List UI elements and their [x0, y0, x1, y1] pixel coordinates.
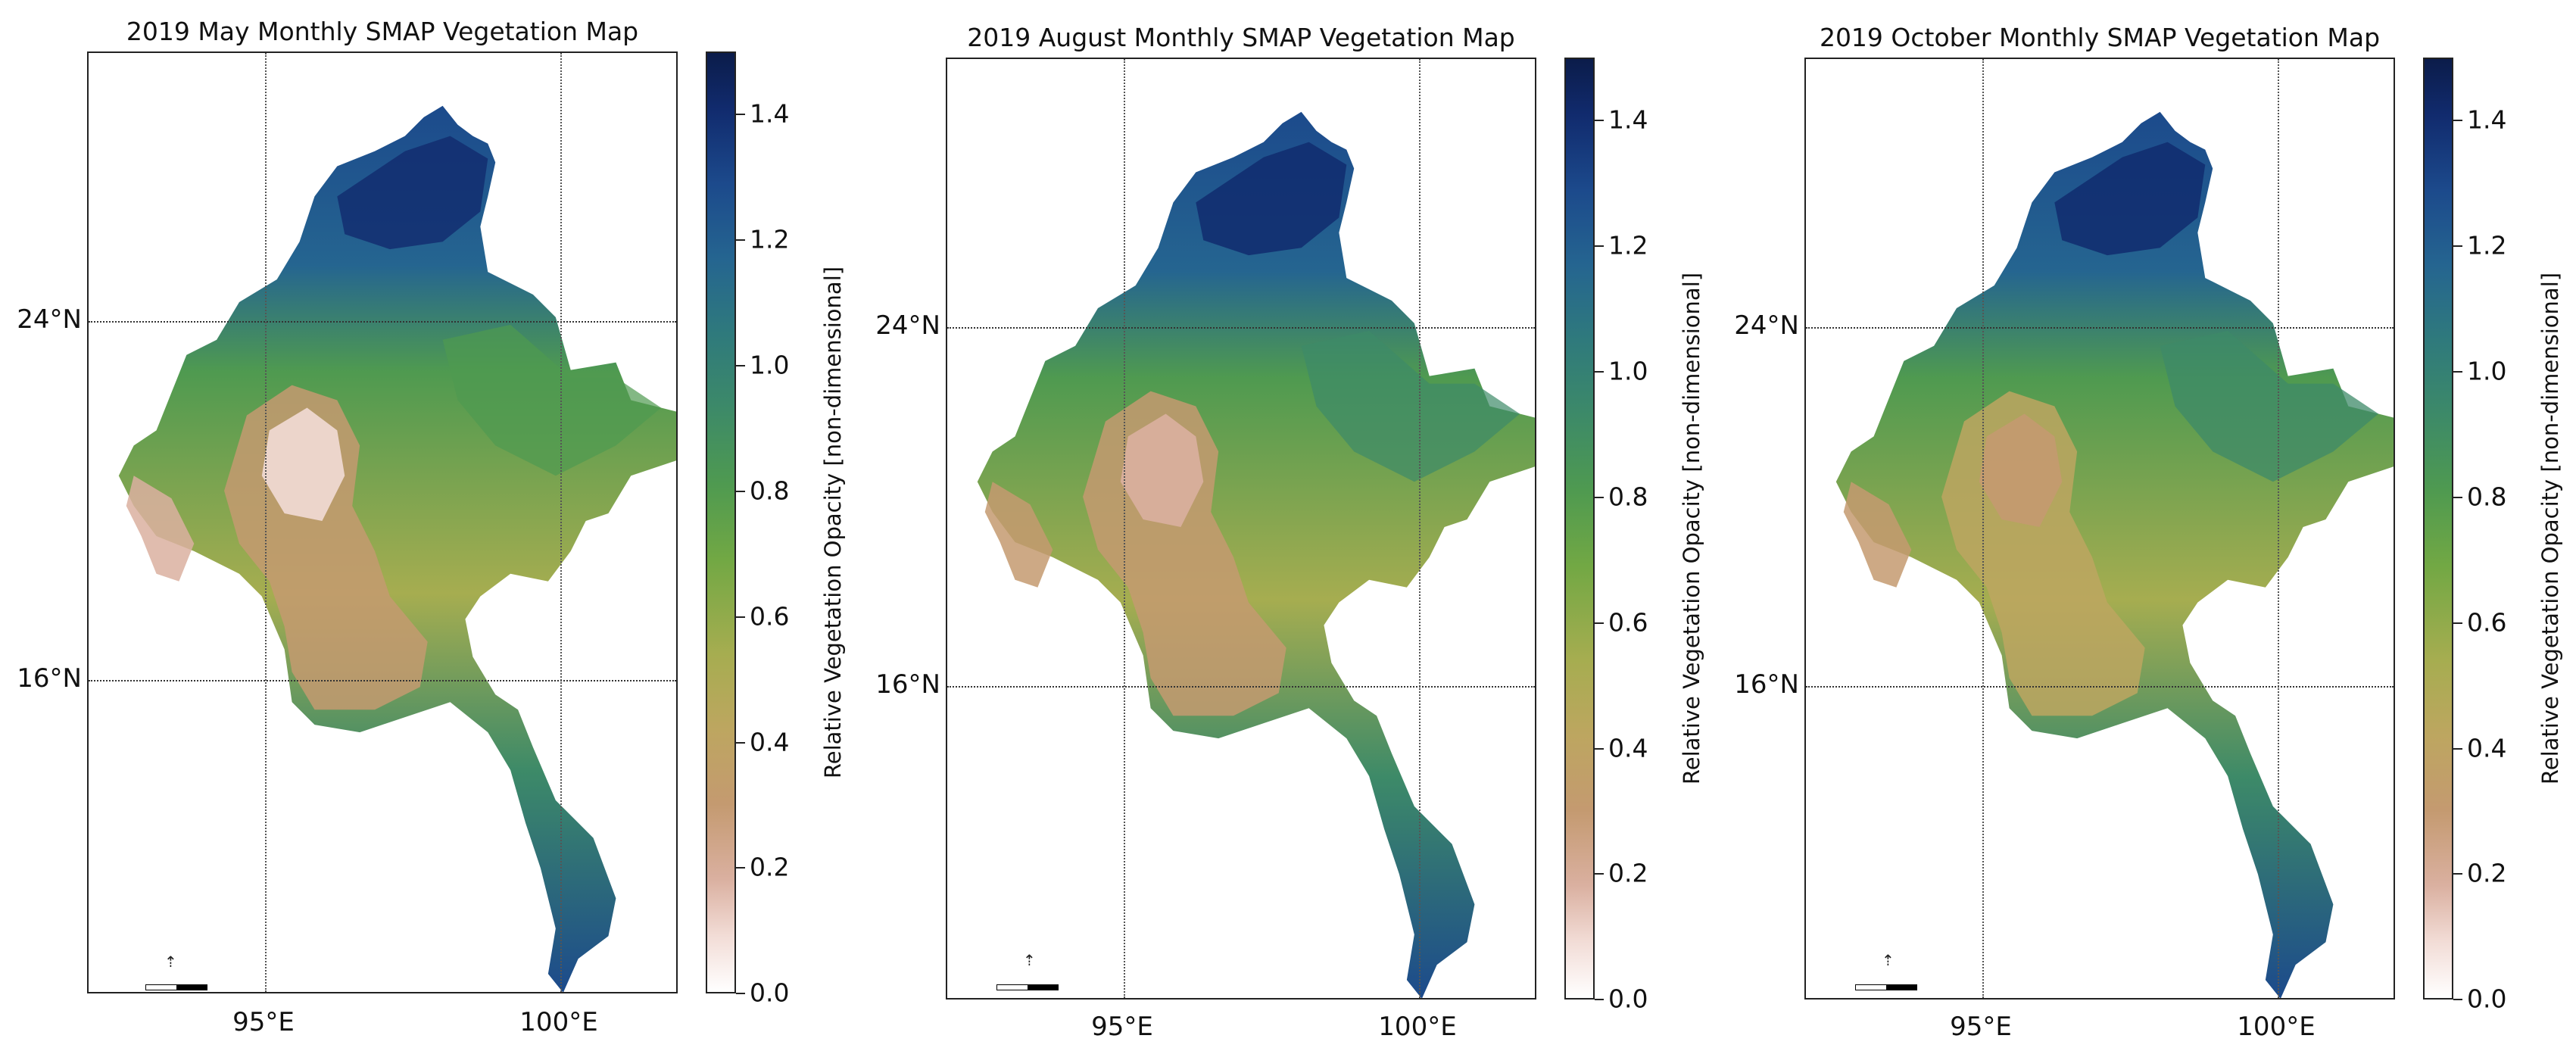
colorbar [706, 51, 736, 993]
gridline-24n [947, 327, 1535, 329]
eastern-hills [1301, 330, 1520, 482]
cb-label: 0.4 [750, 727, 790, 757]
central-plain [261, 407, 345, 522]
cb-label: 0.2 [1608, 858, 1648, 888]
gridline-16n [89, 680, 676, 681]
lat-tick-24: 24°N [17, 304, 82, 335]
gridline-24n [1806, 327, 2394, 329]
cb-label: 0.8 [1608, 482, 1648, 512]
panel-august: 2019 August Monthly SMAP Vegetation Map [859, 0, 1717, 1051]
cb-label: 0.4 [2467, 733, 2507, 763]
map-title: 2019 May Monthly SMAP Vegetation Map [126, 17, 639, 46]
gridline-16n [947, 686, 1535, 688]
map-title: 2019 August Monthly SMAP Vegetation Map [967, 23, 1515, 52]
gridline-95e [265, 53, 267, 992]
lon-tick-100: 100°E [1378, 1012, 1457, 1042]
lon-tick-95: 95°E [1091, 1012, 1153, 1042]
lat-tick-16: 16°N [875, 669, 940, 700]
central-plain [1979, 413, 2063, 528]
scale-bar [996, 984, 1059, 990]
cb-label: 1.2 [1608, 230, 1648, 260]
cb-label: 1.0 [750, 350, 790, 380]
northern-forest [2054, 142, 2206, 256]
lon-tick-95: 95°E [232, 1007, 295, 1037]
cb-label: 0.6 [1608, 607, 1648, 638]
scale-bar [145, 984, 207, 990]
eastern-hills [2160, 330, 2379, 482]
cb-label: 1.2 [750, 224, 790, 254]
gridline-100e [560, 53, 562, 992]
gridline-100e [1419, 59, 1421, 998]
lon-tick-95: 95°E [1950, 1012, 2012, 1042]
lat-tick-24: 24°N [875, 310, 940, 341]
cb-label: 0.8 [750, 476, 790, 506]
cb-label: 0.2 [2467, 858, 2507, 888]
north-arrow-icon: ⇡ [164, 953, 177, 971]
myanmar-vegetation-map [1835, 111, 2394, 998]
cb-label: 1.2 [2467, 230, 2507, 260]
northern-forest [1196, 142, 1347, 256]
myanmar-vegetation-map [118, 105, 676, 992]
central-plain [1120, 413, 1204, 528]
country-shape [118, 105, 676, 992]
gridline-95e [1124, 59, 1125, 998]
lon-tick-100: 100°E [519, 1007, 598, 1037]
cb-label: 1.0 [2467, 356, 2507, 386]
gridline-24n [89, 321, 676, 323]
cb-label: 1.0 [1608, 356, 1648, 386]
cb-label: 0.0 [2467, 984, 2507, 1014]
western-coast [984, 482, 1053, 588]
cb-label: 1.4 [1608, 104, 1648, 135]
cb-label: 0.6 [2467, 607, 2507, 638]
gridline-16n [1806, 686, 2394, 688]
country-shape [977, 111, 1535, 998]
map-area[interactable]: ⇡ [87, 51, 678, 993]
colorbar [1564, 58, 1595, 1000]
colorbar [2423, 58, 2453, 1000]
colorbar-title: Relative Vegetation Opacity [non-dimensi… [2537, 272, 2563, 785]
cb-label: 1.4 [2467, 104, 2507, 135]
colorbar-title: Relative Vegetation Opacity [non-dimensi… [820, 266, 846, 779]
panel-may: 2019 May Monthly SMAP Vegetation Map [0, 0, 859, 1051]
scale-bar [1855, 984, 1917, 990]
western-coast [1843, 482, 1912, 588]
northern-forest [337, 136, 488, 250]
gridline-95e [1982, 59, 1984, 998]
cb-label: 0.0 [750, 978, 790, 1008]
western-coast [126, 476, 195, 582]
map-title: 2019 October Monthly SMAP Vegetation Map [1819, 23, 2381, 52]
map-area[interactable]: ⇡ [1804, 58, 2395, 1000]
cb-label: 1.4 [750, 98, 790, 129]
map-area[interactable]: ⇡ [946, 58, 1536, 1000]
cb-label: 0.8 [2467, 482, 2507, 512]
cb-label: 0.2 [750, 852, 790, 882]
country-shape [1835, 111, 2394, 998]
north-arrow-icon: ⇡ [1023, 951, 1036, 969]
eastern-hills [442, 324, 662, 476]
myanmar-vegetation-map [977, 111, 1535, 998]
panel-october: 2019 October Monthly SMAP Vegetation Map [1717, 0, 2576, 1051]
lat-tick-16: 16°N [17, 663, 82, 694]
cb-label: 0.6 [750, 601, 790, 632]
lon-tick-100: 100°E [2237, 1012, 2316, 1042]
colorbar-title: Relative Vegetation Opacity [non-dimensi… [1679, 272, 1704, 785]
lat-tick-24: 24°N [1734, 310, 1799, 341]
cb-label: 0.4 [1608, 733, 1648, 763]
gridline-100e [2278, 59, 2279, 998]
lat-tick-16: 16°N [1734, 669, 1799, 700]
cb-label: 0.0 [1608, 984, 1648, 1014]
north-arrow-icon: ⇡ [1882, 951, 1895, 969]
